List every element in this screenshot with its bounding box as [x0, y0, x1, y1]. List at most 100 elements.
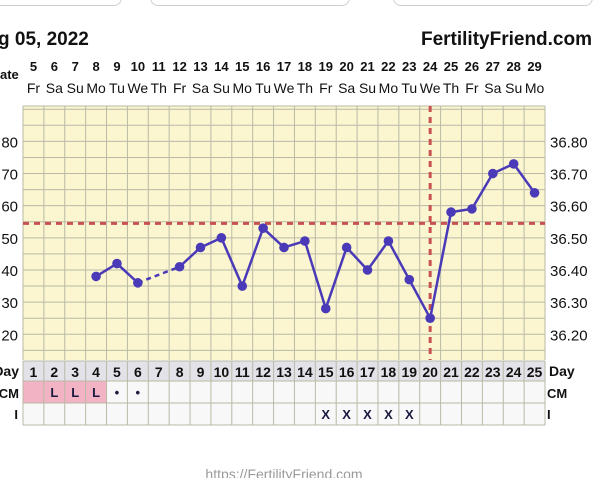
date-label: 14 [214, 59, 229, 74]
date-label: 9 [113, 59, 120, 74]
cycle-day-label: 19 [401, 364, 417, 380]
cycle-day-label: 3 [71, 364, 79, 380]
cm-entry: L [50, 385, 58, 400]
weekday-label: Fr [173, 80, 187, 96]
date-label: 10 [131, 59, 145, 74]
temp-line [512, 163, 536, 194]
date-row-label: ate [0, 67, 19, 82]
weekday-label: Sa [192, 80, 209, 96]
cm-entry: L [71, 385, 79, 400]
weekday-label: Mo [379, 80, 399, 96]
cycle-day-label: 9 [197, 364, 205, 380]
temp-point [425, 313, 435, 324]
y-tick-label-right: 36.20 [550, 327, 588, 344]
cycle-day-label: 17 [360, 364, 376, 380]
y-tick-label-left: 70 [1, 167, 18, 184]
y-tick-label-left: 50 [1, 231, 18, 248]
temp-point [133, 278, 143, 288]
date-label: 25 [444, 59, 458, 74]
cm-entry: • [115, 385, 120, 400]
temp-point [279, 242, 289, 253]
temp-line [324, 247, 348, 309]
weekday-label: We [127, 80, 148, 96]
cm-cell-pink [23, 381, 44, 403]
temp-point [362, 265, 373, 275]
y-tick-label-right: 36.70 [550, 167, 588, 184]
y-tick-label-left: 20 [1, 327, 18, 344]
temp-line-dashed [137, 265, 181, 285]
date-label: 28 [506, 59, 520, 74]
date-label: 27 [486, 59, 500, 74]
cm-cell-pink [85, 381, 107, 403]
plot-background [23, 106, 545, 360]
temp-point [467, 204, 477, 214]
date-label: 8 [92, 59, 99, 74]
cycle-day-label: 12 [255, 364, 271, 380]
temp-point [216, 233, 227, 243]
weekday-label: Sa [338, 80, 355, 96]
weekday-label: Su [67, 80, 84, 96]
date-label: 20 [339, 59, 353, 74]
date-label: 21 [360, 59, 374, 74]
weekday-label: Th [297, 80, 313, 96]
i-entry: X [363, 407, 372, 422]
cm-row-label-left: CM [0, 386, 19, 401]
y-tick-label-right: 36.80 [550, 134, 588, 151]
weekday-label: Tu [109, 80, 125, 96]
temp-line [428, 211, 453, 319]
cycle-day-label: 2 [50, 364, 58, 380]
date-label: 7 [72, 59, 79, 74]
i-row-label-right: I [547, 407, 551, 422]
weekday-label: Tu [255, 80, 271, 96]
cycle-day-label: 22 [464, 364, 480, 380]
date-label: 16 [256, 59, 270, 74]
cycle-day-label: 23 [485, 364, 501, 380]
cycle-day-label: 1 [30, 364, 38, 380]
weekday-label: Fr [27, 80, 41, 96]
day-row-label-right: Day [549, 363, 575, 379]
cycle-day-label: 5 [113, 364, 121, 380]
date-label: 26 [465, 59, 479, 74]
date-label: 29 [527, 59, 541, 74]
date-label: 24 [423, 59, 438, 74]
date-label: 13 [193, 59, 207, 74]
temp-point [91, 271, 101, 282]
weekday-label: Sa [46, 80, 63, 96]
y-tick-label-left: 40 [1, 263, 18, 280]
weekday-label: Sa [484, 80, 501, 96]
cycle-day-label: 14 [297, 364, 313, 380]
date-label: 23 [402, 59, 416, 74]
y-tick-label-right: 36.30 [550, 295, 588, 312]
cm-cell-pink [64, 381, 86, 403]
temp-point [112, 258, 122, 269]
temp-point [488, 168, 498, 179]
brand-logo-text: FertilityFriend.com [420, 29, 592, 50]
cycle-day-label: 21 [443, 364, 459, 380]
y-tick-label-right: 36.60 [550, 199, 588, 216]
temp-line [345, 246, 369, 271]
cycle-day-label: 15 [318, 364, 334, 380]
cycle-day-label: 4 [92, 364, 100, 380]
weekday-label: Th [443, 80, 459, 96]
temp-point [341, 242, 352, 253]
temp-point [320, 303, 331, 314]
cycle-day-label: 13 [276, 364, 292, 380]
date-label: 17 [277, 59, 291, 74]
cycle-day-label: 18 [381, 364, 397, 380]
date-label: 5 [30, 59, 37, 74]
date-label: 19 [319, 59, 333, 74]
temp-point [383, 236, 394, 246]
weekday-label: Mo [233, 80, 253, 96]
temp-line [220, 237, 244, 287]
temp-line [387, 240, 411, 281]
cm-cell-pink [43, 381, 65, 403]
cycle-day-label: 11 [235, 364, 250, 380]
day-row-background [23, 361, 545, 381]
temp-point [446, 207, 456, 217]
y-tick-label-left: 60 [1, 199, 18, 216]
cycle-day-label: 20 [422, 364, 438, 380]
cycle-day-label: 24 [506, 364, 522, 380]
y-tick-label-left: 30 [1, 295, 18, 312]
date-label: 11 [152, 59, 166, 74]
